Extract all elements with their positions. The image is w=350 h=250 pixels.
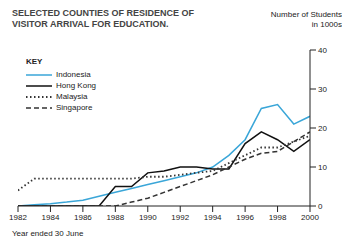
html-text:Malaysia: Malaysia <box>56 92 88 101</box>
svg-text:30: 30 <box>318 85 327 94</box>
svg-text:10: 10 <box>318 163 327 172</box>
html-text:Number of Students in 1000s: Number of Students in 1000s <box>270 10 342 29</box>
html-text:Hong Kong: Hong Kong <box>56 81 96 90</box>
svg-text:2000: 2000 <box>301 213 319 222</box>
svg-text:20: 20 <box>318 124 327 133</box>
svg-text:1984: 1984 <box>42 213 60 222</box>
html-text:SELECTED COUNTIES OF RESIDENCE: SELECTED COUNTIES OF RESIDENCE OF VISITO… <box>12 8 194 29</box>
html-text:Indonesia: Indonesia <box>56 70 91 79</box>
html-text:Singapore: Singapore <box>56 103 93 112</box>
svg-text:1986: 1986 <box>74 213 92 222</box>
svg-text:1996: 1996 <box>236 213 254 222</box>
svg-text:1988: 1988 <box>106 213 124 222</box>
html-text:KEY: KEY <box>26 57 43 66</box>
svg-text:1982: 1982 <box>9 213 27 222</box>
svg-text:1992: 1992 <box>171 213 189 222</box>
html-text:Year ended 30 June: Year ended 30 June <box>12 229 84 238</box>
svg-text:1990: 1990 <box>139 213 157 222</box>
svg-text:40: 40 <box>318 46 327 55</box>
svg-text:0: 0 <box>318 202 323 211</box>
svg-text:1998: 1998 <box>269 213 287 222</box>
svg-text:1994: 1994 <box>204 213 222 222</box>
